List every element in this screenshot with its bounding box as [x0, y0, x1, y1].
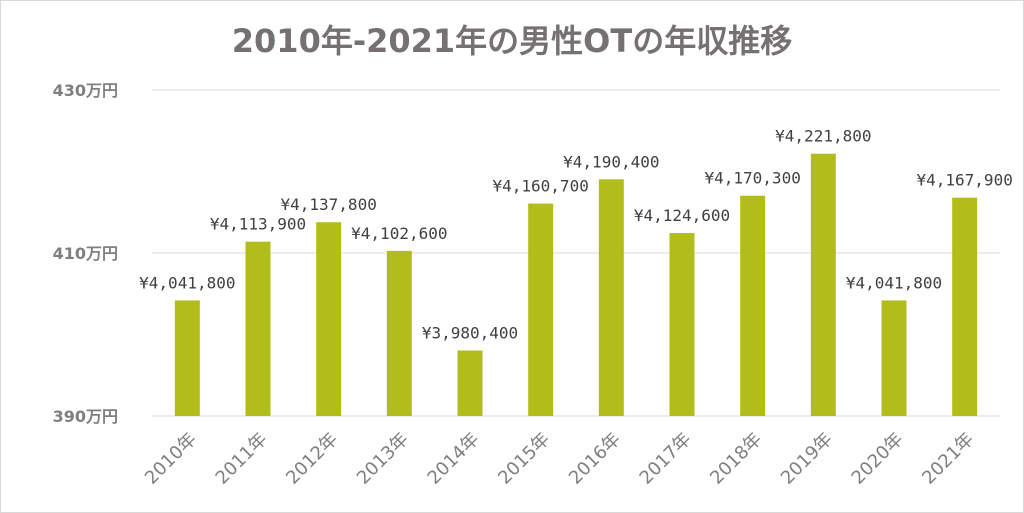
x-tick-label: 2021年 — [918, 429, 978, 489]
data-label: ¥4,221,800 — [775, 127, 871, 146]
y-tick-label: 390万円 — [53, 407, 118, 426]
x-tick-label: 2010年 — [141, 429, 201, 489]
gridlines — [152, 89, 1000, 417]
bar — [528, 203, 554, 416]
bar — [881, 300, 907, 416]
x-tick-label: 2015年 — [494, 429, 554, 489]
bar — [740, 195, 766, 416]
bar — [457, 350, 483, 416]
bar — [245, 241, 271, 416]
x-tick-label: 2016年 — [565, 429, 625, 489]
data-label: ¥4,124,600 — [634, 206, 730, 225]
y-axis-ticks: 390万円 410万円 430万円 — [53, 81, 118, 426]
bars — [174, 153, 978, 416]
y-tick-label: 410万円 — [53, 244, 118, 263]
y-tick-label: 430万円 — [53, 81, 118, 100]
x-tick-label: 2020年 — [848, 429, 908, 489]
data-label: ¥4,137,800 — [281, 195, 377, 214]
bar — [386, 250, 412, 416]
data-label: ¥4,102,600 — [351, 224, 447, 243]
x-tick-label: 2011年 — [212, 429, 272, 489]
bar — [952, 197, 978, 416]
data-label: ¥4,160,700 — [493, 177, 589, 196]
bar — [598, 179, 624, 416]
bar — [316, 222, 342, 416]
x-tick-label: 2013年 — [353, 429, 413, 489]
data-label: ¥4,170,300 — [705, 169, 801, 188]
data-labels: ¥4,041,800 ¥4,113,900¥4,137,800 ¥4,102,600… — [139, 127, 1013, 343]
data-label: ¥4,167,900 — [917, 171, 1013, 190]
x-axis-ticks: 2010年 2011年 2012年 2013年 2014年 2015年 2016年 2017年… — [141, 429, 978, 489]
x-tick-label: 2018年 — [706, 429, 766, 489]
bar — [810, 153, 836, 416]
data-label: ¥4,041,800 — [139, 273, 235, 292]
data-label: ¥4,190,400 — [563, 152, 659, 171]
x-tick-label: 2014年 — [424, 429, 484, 489]
data-label: ¥3,980,400 — [422, 323, 518, 342]
x-tick-label: 2019年 — [777, 429, 837, 489]
data-label: ¥4,113,900 — [210, 215, 306, 234]
data-label: ¥4,041,800 — [846, 273, 942, 292]
bar — [174, 300, 200, 416]
chart-title: 2010年-2021年の男性OTの年収推移 — [232, 22, 792, 60]
bar — [669, 232, 695, 416]
x-tick-label: 2017年 — [636, 429, 696, 489]
x-tick-label: 2012年 — [282, 429, 342, 489]
